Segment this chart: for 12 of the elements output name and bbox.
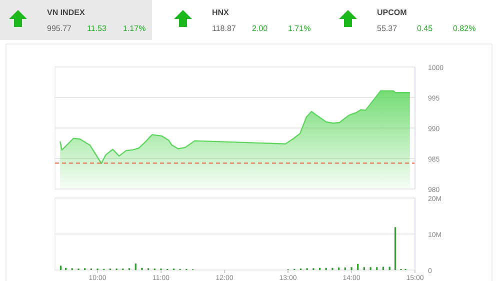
- category-label: UPCOM: [377, 8, 408, 17]
- text: 11.53: [87, 24, 107, 33]
- text: 2.00: [252, 24, 268, 33]
- text: 1.17%: [123, 24, 146, 33]
- text: 0.82%: [453, 24, 476, 33]
- category-label: HNX: [212, 8, 230, 17]
- text: 118.87: [212, 24, 236, 33]
- category-label: VN INDEX: [47, 8, 86, 17]
- text: 55.37: [377, 24, 398, 33]
- text: 0.45: [417, 24, 434, 33]
- text: 995.77: [47, 24, 72, 33]
- text: 1.71%: [288, 24, 311, 33]
